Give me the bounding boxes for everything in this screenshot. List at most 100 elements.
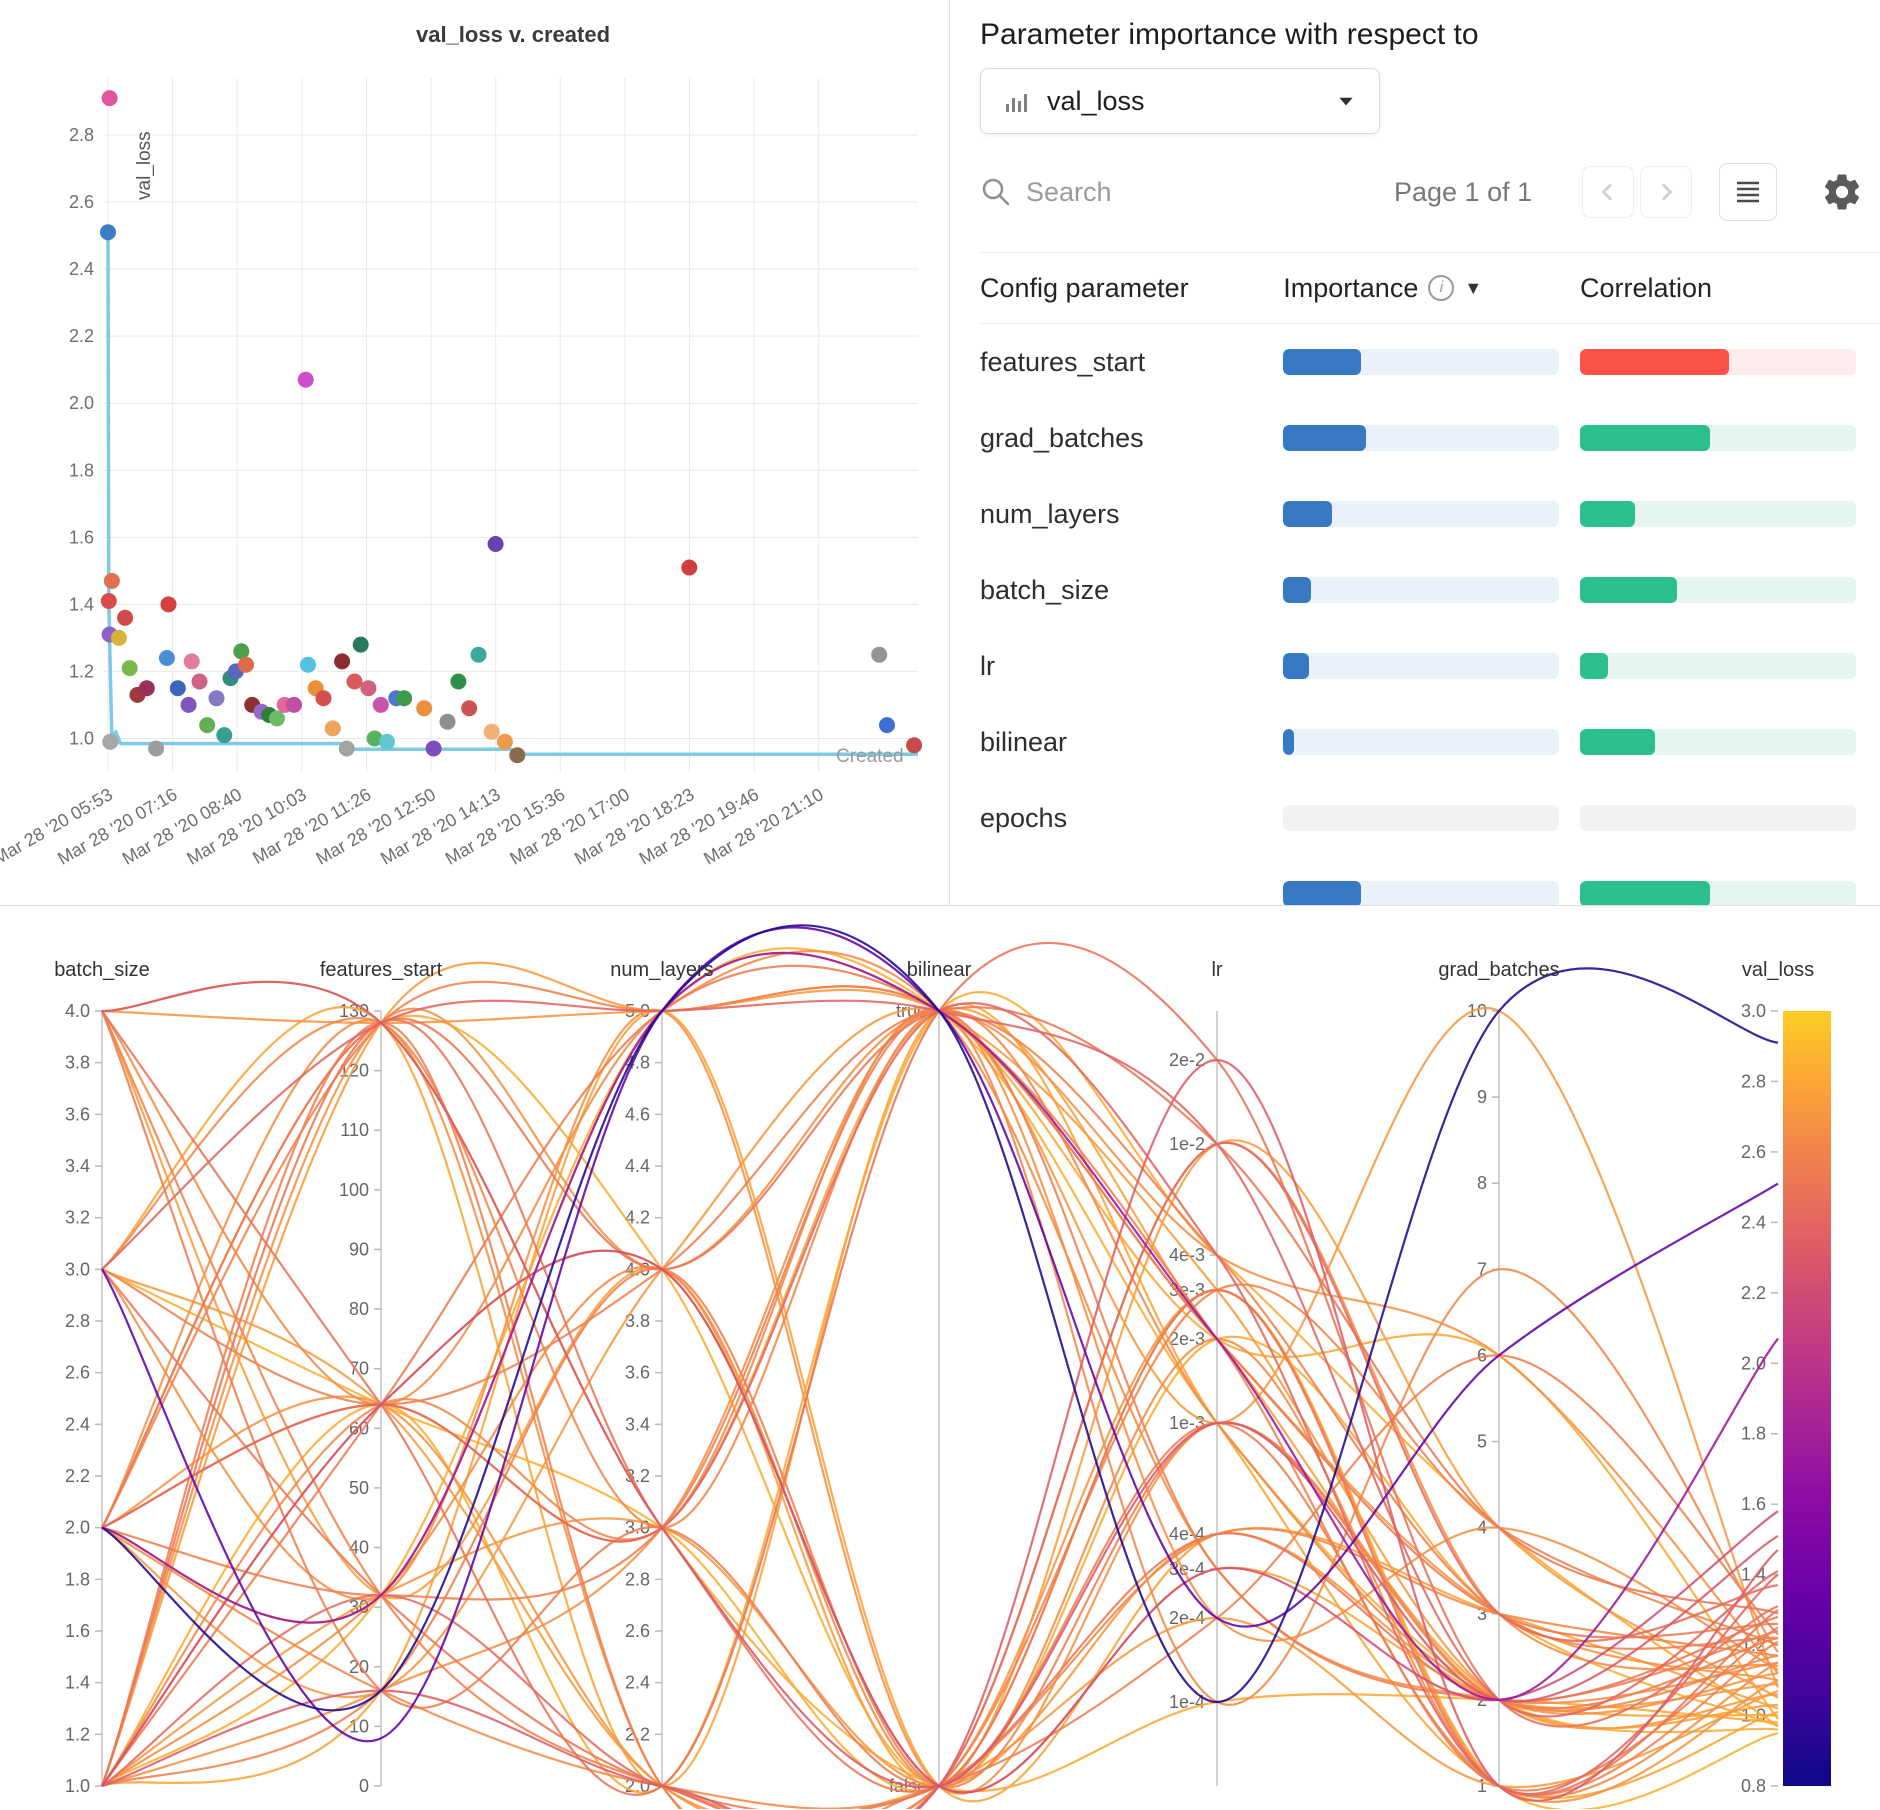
svg-text:1.2: 1.2	[69, 661, 94, 681]
scatter-point[interactable]	[208, 690, 225, 707]
importance-table-row[interactable]: bilinear	[980, 704, 1880, 780]
scatter-point[interactable]	[366, 730, 383, 747]
svg-text:2.8: 2.8	[1741, 1071, 1766, 1091]
scatter-point[interactable]	[121, 660, 138, 677]
scatter-point[interactable]	[496, 733, 513, 750]
correlation-bar-fill	[1580, 577, 1677, 603]
scatter-point[interactable]	[461, 700, 478, 717]
scatter-point[interactable]	[160, 596, 177, 613]
scatter-point[interactable]	[117, 609, 134, 626]
run-line[interactable]	[100, 1018, 1779, 1796]
scatter-point[interactable]	[100, 224, 116, 241]
run-line[interactable]	[101, 926, 1779, 1743]
importance-table-row[interactable]: features_start	[980, 324, 1880, 400]
scatter-point[interactable]	[100, 593, 117, 609]
scatter-point[interactable]	[183, 653, 200, 670]
scatter-point[interactable]	[269, 710, 285, 727]
run-line[interactable]	[100, 1021, 1779, 1810]
run-line[interactable]	[101, 1249, 1779, 1794]
svg-text:0: 0	[359, 1776, 369, 1796]
scatter-point[interactable]	[315, 690, 332, 707]
scatter-point[interactable]	[300, 656, 316, 673]
scatter-point[interactable]	[681, 559, 698, 576]
scatter-point[interactable]	[180, 696, 197, 713]
scatter-point[interactable]	[470, 646, 487, 663]
run-line[interactable]	[101, 1141, 1779, 1810]
scatter-point[interactable]	[158, 650, 175, 666]
scatter-point[interactable]	[871, 646, 888, 663]
run-line[interactable]	[101, 1268, 1779, 1789]
importance-table-row[interactable]: grad_batches	[980, 400, 1880, 476]
scatter-point[interactable]	[110, 629, 127, 646]
scatter-point[interactable]	[102, 733, 119, 750]
importance-table-row[interactable]: batch_size	[980, 552, 1880, 628]
scatter-point[interactable]	[324, 720, 341, 737]
column-header-correlation[interactable]: Correlation	[1580, 272, 1713, 303]
scatter-point[interactable]	[338, 740, 355, 757]
scatter-point[interactable]	[286, 696, 302, 713]
run-line[interactable]	[100, 1007, 1779, 1787]
run-line[interactable]	[101, 1058, 1779, 1810]
run-line[interactable]	[101, 1288, 1779, 1810]
run-line[interactable]	[101, 1006, 1779, 1615]
scatter-point[interactable]	[879, 717, 895, 734]
scatter-point[interactable]	[416, 700, 433, 717]
sort-caret-icon[interactable]: ▼	[1464, 277, 1483, 298]
run-line[interactable]	[101, 1002, 1779, 1800]
prev-page-button[interactable]	[1582, 166, 1635, 218]
scatter-point[interactable]	[233, 643, 250, 660]
run-line[interactable]	[100, 1010, 1779, 1792]
next-page-button[interactable]	[1640, 166, 1693, 218]
scatter-point[interactable]	[169, 680, 186, 697]
scatter-point[interactable]	[138, 680, 155, 697]
scatter-point[interactable]	[379, 733, 395, 750]
scatter-point[interactable]	[509, 747, 526, 764]
scatter-point[interactable]	[372, 696, 389, 713]
svg-text:Created: Created	[836, 746, 904, 767]
importance-table-header: Config parameter Importance i ▼ Correlat…	[980, 252, 1880, 324]
scatter-point[interactable]	[450, 673, 467, 690]
correlation-bar-track	[1580, 881, 1856, 905]
correlation-bar-fill	[1580, 653, 1608, 679]
scatter-point[interactable]	[191, 673, 208, 690]
scatter-point[interactable]	[425, 740, 442, 757]
importance-table-row[interactable]: epochs	[980, 780, 1880, 856]
importance-bar-track	[1283, 881, 1560, 905]
scatter-point[interactable]	[297, 371, 314, 388]
run-line[interactable]	[101, 941, 1779, 1796]
scatter-point[interactable]	[483, 723, 500, 740]
scatter-point[interactable]	[103, 572, 120, 589]
importance-table-row[interactable]: num_layers	[980, 476, 1880, 552]
svg-text:3.4: 3.4	[625, 1414, 650, 1434]
scatter-point[interactable]	[360, 680, 377, 697]
scatter-point[interactable]	[148, 740, 165, 757]
search-input[interactable]	[1026, 176, 1276, 208]
correlation-bar-track	[1580, 501, 1856, 527]
scatter-point[interactable]	[396, 690, 413, 707]
run-line[interactable]	[100, 961, 1779, 1787]
search-box[interactable]	[980, 176, 1310, 208]
column-header-importance[interactable]: Importance i ▼	[1283, 273, 1580, 304]
svg-text:10: 10	[1467, 1001, 1487, 1021]
settings-button[interactable]	[1815, 163, 1870, 221]
scatter-point[interactable]	[487, 536, 504, 552]
column-header-config-parameter[interactable]: Config parameter	[980, 272, 1189, 303]
scatter-point[interactable]	[906, 737, 923, 754]
scatter-point[interactable]	[439, 713, 456, 730]
metric-selector-dropdown[interactable]: val_loss	[980, 68, 1380, 134]
scatter-point[interactable]	[199, 717, 216, 734]
list-view-button[interactable]	[1719, 163, 1778, 221]
chevron-down-icon	[1335, 90, 1357, 112]
run-line[interactable]	[101, 924, 1779, 1712]
scatter-point[interactable]	[238, 656, 254, 673]
scatter-point[interactable]	[101, 90, 118, 107]
scatter-point[interactable]	[216, 727, 233, 744]
run-line[interactable]	[101, 1009, 1779, 1803]
scatter-point[interactable]	[334, 653, 351, 670]
svg-text:1.0: 1.0	[69, 728, 94, 748]
importance-table-row[interactable]	[980, 856, 1880, 905]
info-icon[interactable]: i	[1428, 275, 1455, 301]
scatter-point[interactable]	[352, 636, 369, 653]
scatter-point[interactable]	[346, 673, 363, 690]
importance-table-row[interactable]: lr	[980, 628, 1880, 704]
